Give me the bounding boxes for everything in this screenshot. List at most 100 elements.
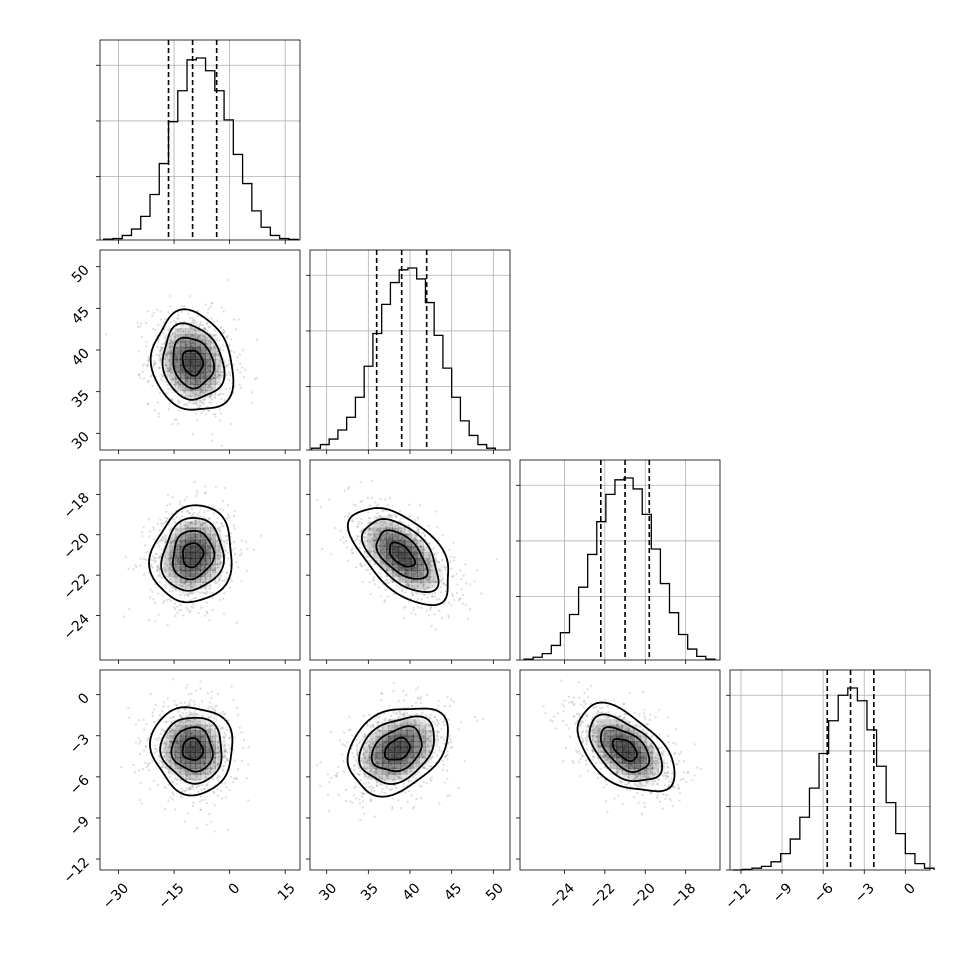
- sample-point: [419, 572, 423, 575]
- sample-point: [157, 569, 160, 573]
- sample-point: [395, 515, 398, 518]
- sample-point: [424, 753, 428, 756]
- sample-point: [157, 783, 160, 786]
- sample-point: [449, 560, 452, 563]
- sample-point: [379, 743, 383, 747]
- sample-point: [193, 383, 197, 386]
- sample-point: [391, 733, 394, 737]
- sample-point: [222, 331, 225, 334]
- sample-point: [159, 759, 162, 762]
- sample-point: [211, 551, 214, 554]
- sample-point: [155, 353, 158, 357]
- density-cell: [404, 527, 412, 535]
- density-cell: [215, 371, 222, 379]
- sample-point: [186, 378, 189, 381]
- sample-point: [208, 727, 211, 731]
- sample-point: [147, 762, 150, 765]
- density-cell: [200, 384, 206, 392]
- sample-point: [203, 510, 206, 513]
- sample-point: [424, 533, 427, 537]
- sample-point: [458, 597, 461, 600]
- density-cell: [205, 340, 211, 348]
- sample-point: [213, 790, 216, 793]
- sample-point: [408, 727, 412, 730]
- sample-point: [212, 536, 215, 539]
- density-cell: [169, 763, 176, 770]
- density-cell: [200, 334, 206, 342]
- sample-point: [143, 544, 147, 547]
- sample-point: [226, 503, 229, 507]
- sample-point: [171, 716, 175, 719]
- contour-level-1: [171, 529, 216, 581]
- contour-level-2: [161, 322, 226, 401]
- sample-point: [427, 576, 430, 580]
- sample-point: [179, 376, 182, 379]
- sample-point: [168, 768, 171, 771]
- density-cell: [179, 582, 186, 589]
- sample-point: [140, 802, 143, 805]
- sample-point: [182, 732, 186, 735]
- sample-point: [203, 726, 206, 730]
- sample-point: [401, 590, 404, 593]
- sample-point: [173, 777, 176, 780]
- sample-point: [204, 485, 207, 488]
- sample-point: [173, 539, 176, 542]
- sample-point: [415, 751, 418, 754]
- sample-point: [400, 766, 404, 769]
- sample-point: [213, 359, 217, 362]
- sample-point: [381, 764, 384, 768]
- sample-point: [181, 584, 185, 587]
- sample-point: [164, 353, 168, 357]
- sample-point: [413, 537, 416, 540]
- sample-point: [157, 366, 161, 370]
- sample-point: [174, 354, 177, 357]
- density-cell: [169, 340, 176, 348]
- sample-point: [175, 764, 178, 767]
- sample-point: [142, 377, 145, 380]
- sample-point: [408, 761, 411, 765]
- sample-point: [378, 572, 381, 575]
- sample-point: [156, 749, 159, 753]
- sample-point: [181, 565, 184, 568]
- sample-point: [372, 754, 375, 757]
- sample-point: [373, 754, 376, 757]
- sample-point: [180, 571, 183, 574]
- sample-point: [164, 807, 167, 811]
- sample-point: [209, 362, 212, 365]
- sample-point: [191, 576, 194, 579]
- sample-point: [203, 566, 206, 569]
- sample-point: [192, 574, 196, 577]
- sample-point: [444, 584, 448, 587]
- density-cell: [174, 746, 181, 753]
- sample-point: [193, 385, 196, 388]
- sample-point: [197, 730, 200, 733]
- sample-point: [165, 520, 168, 523]
- density-cell: [179, 390, 186, 398]
- sample-point: [181, 389, 185, 392]
- density-cell: [195, 551, 201, 559]
- density-cell: [190, 365, 196, 373]
- sample-point: [424, 729, 427, 732]
- sample-point: [455, 591, 458, 595]
- sample-point: [218, 545, 221, 549]
- density-cell: [164, 564, 171, 571]
- sample-point: [238, 383, 241, 386]
- sample-point: [188, 729, 191, 732]
- sample-point: [208, 725, 212, 728]
- contour-level-3: [149, 706, 234, 797]
- sample-point: [134, 741, 137, 744]
- sample-point: [196, 492, 199, 495]
- sample-point: [161, 766, 164, 769]
- sample-point: [185, 524, 188, 527]
- density-cell: [417, 557, 425, 565]
- sample-point: [373, 583, 377, 586]
- sample-point: [180, 569, 183, 572]
- sample-point: [186, 683, 189, 686]
- density-cell: [404, 576, 412, 583]
- sample-point: [196, 403, 199, 407]
- sample-point: [159, 733, 162, 736]
- sample-point: [142, 526, 145, 529]
- sample-point: [204, 349, 207, 352]
- sample-point: [216, 367, 219, 370]
- sample-point: [183, 582, 186, 585]
